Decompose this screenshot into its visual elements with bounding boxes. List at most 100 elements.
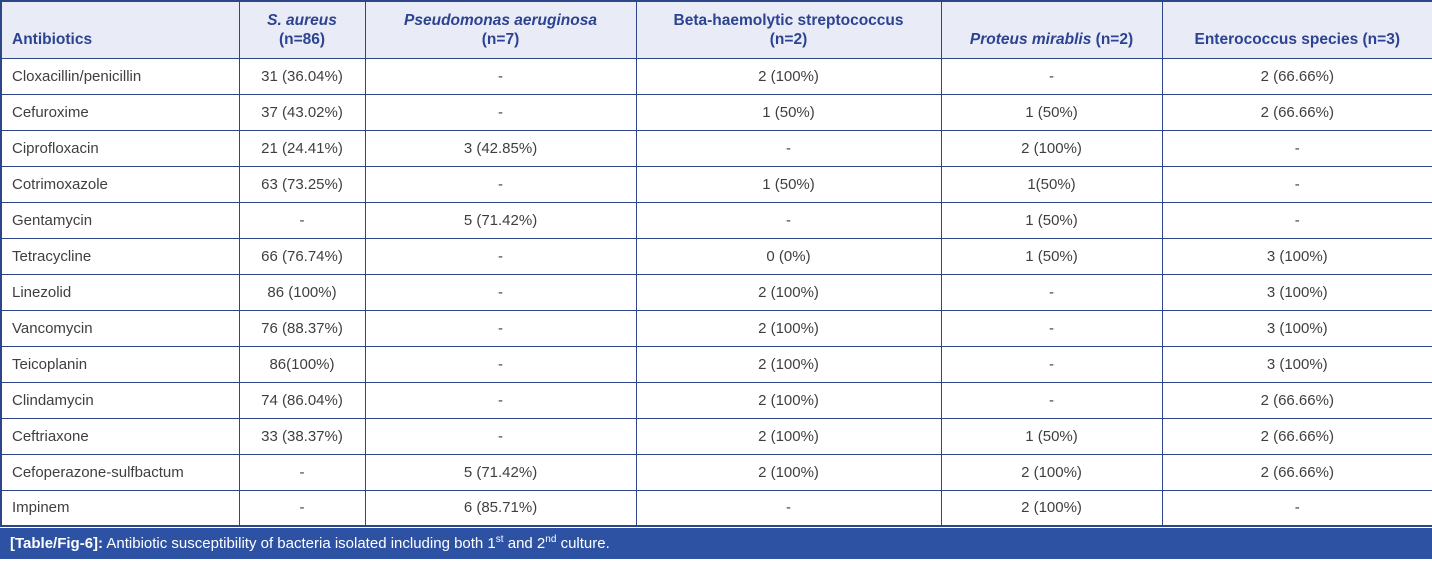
table-row: Gentamycin -5 (71.42%) -1 (50%) - [0, 201, 1432, 239]
table-row: Cotrimoxazole 63 (73.25%) -1 (50%) 1(50%) - [0, 165, 1432, 203]
value-cell: 3 (42.85%) [364, 129, 637, 167]
value-cell: 1 (50%) [635, 93, 942, 131]
table-row: Ceftriaxone 33 (38.37%) -2 (100%) 1 (50%) 2 … [0, 417, 1432, 455]
table-row: Clindamycin 74 (86.04%) -2 (100%) -2 (66.66… [0, 381, 1432, 419]
value-cell: - [238, 201, 366, 239]
value-cell: 2 (100%) [940, 489, 1163, 527]
value-cell: 37 (43.02%) [238, 93, 366, 131]
column-header-count: (n=2) [769, 31, 808, 49]
value-cell: - [364, 309, 637, 347]
value-cell: 2 (100%) [635, 57, 942, 95]
value-cell: 2 (66.66%) [1161, 417, 1432, 455]
column-header-count: (n=7) [481, 31, 520, 49]
value-cell: - [940, 57, 1163, 95]
table-row: Vancomycin 76 (88.37%) -2 (100%) -3 (100%) [0, 309, 1432, 347]
value-cell: - [364, 381, 637, 419]
column-header-4: Proteus mirablis (n=2) [940, 0, 1163, 59]
value-cell: 63 (73.25%) [238, 165, 366, 203]
value-cell: - [364, 417, 637, 455]
value-cell: 86(100%) [238, 345, 366, 383]
value-cell: 1 (50%) [635, 165, 942, 203]
antibiotic-name-cell: Tetracycline [0, 237, 240, 275]
value-cell: 1 (50%) [940, 237, 1163, 275]
value-cell: - [238, 489, 366, 527]
caption-superscript-st: st [495, 534, 504, 545]
antibiotic-name-cell: Ciprofloxacin [0, 129, 240, 167]
value-cell: 2 (100%) [635, 345, 942, 383]
value-cell: 3 (100%) [1161, 345, 1432, 383]
column-header-antibiotics: Antibiotics [0, 0, 240, 59]
antibiotic-name-cell: Gentamycin [0, 201, 240, 239]
value-cell: 2 (66.66%) [1161, 93, 1432, 131]
column-header-label: Antibiotics [12, 31, 93, 49]
value-cell: - [364, 273, 637, 311]
column-header-label: Enterococcus species [1194, 31, 1359, 49]
column-header-label: Proteus mirablis [969, 31, 1092, 49]
column-header-1: S. aureus (n=86) [238, 0, 366, 59]
value-cell: - [940, 309, 1163, 347]
antibiotic-name-cell: Impinem [0, 489, 240, 527]
caption-text-part3: culture. [556, 535, 610, 552]
table-row: Impinem -6 (85.71%) -2 (100%) - [0, 489, 1432, 527]
value-cell: 1 (50%) [940, 93, 1163, 131]
value-cell: - [940, 345, 1163, 383]
antibiotic-name-cell: Linezolid [0, 273, 240, 311]
value-cell: 66 (76.74%) [238, 237, 366, 275]
caption-figure-label: [Table/Fig-6]: [10, 535, 104, 552]
table-row: Cefoperazone-sulfbactum -5 (71.42%) 2 (100… [0, 453, 1432, 491]
table-row: Cloxacillin/penicillin 31 (36.04%) -2 (100… [0, 57, 1432, 95]
value-cell: 2 (100%) [635, 417, 942, 455]
antibiotic-name-cell: Ceftriaxone [0, 417, 240, 455]
table-body: Cloxacillin/penicillin 31 (36.04%) -2 (100… [0, 57, 1432, 527]
value-cell: 2 (100%) [635, 309, 942, 347]
value-cell: 2 (100%) [940, 129, 1163, 167]
value-cell: 0 (0%) [635, 237, 942, 275]
value-cell: 76 (88.37%) [238, 309, 366, 347]
antibiotic-name-cell: Vancomycin [0, 309, 240, 347]
value-cell: 86 (100%) [238, 273, 366, 311]
value-cell: 1 (50%) [940, 417, 1163, 455]
value-cell: 21 (24.41%) [238, 129, 366, 167]
value-cell: 3 (100%) [1161, 273, 1432, 311]
caption-text-part2: and 2 [503, 535, 546, 552]
antibiotic-name-cell: Clindamycin [0, 381, 240, 419]
value-cell: - [1161, 165, 1432, 203]
header-row: Antibiotics S. aureus (n=86) Pseudomonas ae… [0, 0, 1432, 59]
value-cell: 2 (100%) [940, 453, 1163, 491]
column-header-5: Enterococcus species (n=3) [1161, 0, 1432, 59]
table-row: Cefuroxime 37 (43.02%) -1 (50%) 1 (50%) 2 (6… [0, 93, 1432, 131]
column-header-label: Pseudomonas aeruginosa [404, 11, 597, 29]
value-cell: 2 (66.66%) [1161, 381, 1432, 419]
value-cell: - [635, 489, 942, 527]
caption-superscript-nd: nd [545, 534, 557, 545]
value-cell: 2 (66.66%) [1161, 57, 1432, 95]
value-cell: 1(50%) [940, 165, 1163, 203]
value-cell: 3 (100%) [1161, 237, 1432, 275]
value-cell: - [635, 129, 942, 167]
value-cell: 5 (71.42%) [364, 453, 637, 491]
value-cell: 1 (50%) [940, 201, 1163, 239]
value-cell: 2 (100%) [635, 273, 942, 311]
antibiotic-name-cell: Cotrimoxazole [0, 165, 240, 203]
column-header-3: Beta-haemolytic streptococcus (n=2) [635, 0, 942, 59]
value-cell: 2 (100%) [635, 381, 942, 419]
table-header: Antibiotics S. aureus (n=86) Pseudomonas ae… [0, 0, 1432, 59]
column-header-label: S. aureus [267, 11, 337, 29]
value-cell: - [940, 273, 1163, 311]
value-cell: - [364, 57, 637, 95]
antibiotic-susceptibility-table: Antibiotics S. aureus (n=86) Pseudomonas ae… [0, 0, 1432, 527]
column-header-count: (n=3) [1362, 31, 1400, 49]
value-cell: - [1161, 129, 1432, 167]
value-cell: 33 (38.37%) [238, 417, 366, 455]
column-header-count: (n=86) [278, 31, 326, 49]
value-cell: - [940, 381, 1163, 419]
value-cell: 5 (71.42%) [364, 201, 637, 239]
value-cell: 31 (36.04%) [238, 57, 366, 95]
value-cell: - [364, 345, 637, 383]
bottom-spacer [0, 559, 1432, 566]
antibiotic-name-cell: Cloxacillin/penicillin [0, 57, 240, 95]
value-cell: 2 (66.66%) [1161, 453, 1432, 491]
table-row: Tetracycline 66 (76.74%) -0 (0%) 1 (50%) 3 (… [0, 237, 1432, 275]
value-cell: - [238, 453, 366, 491]
